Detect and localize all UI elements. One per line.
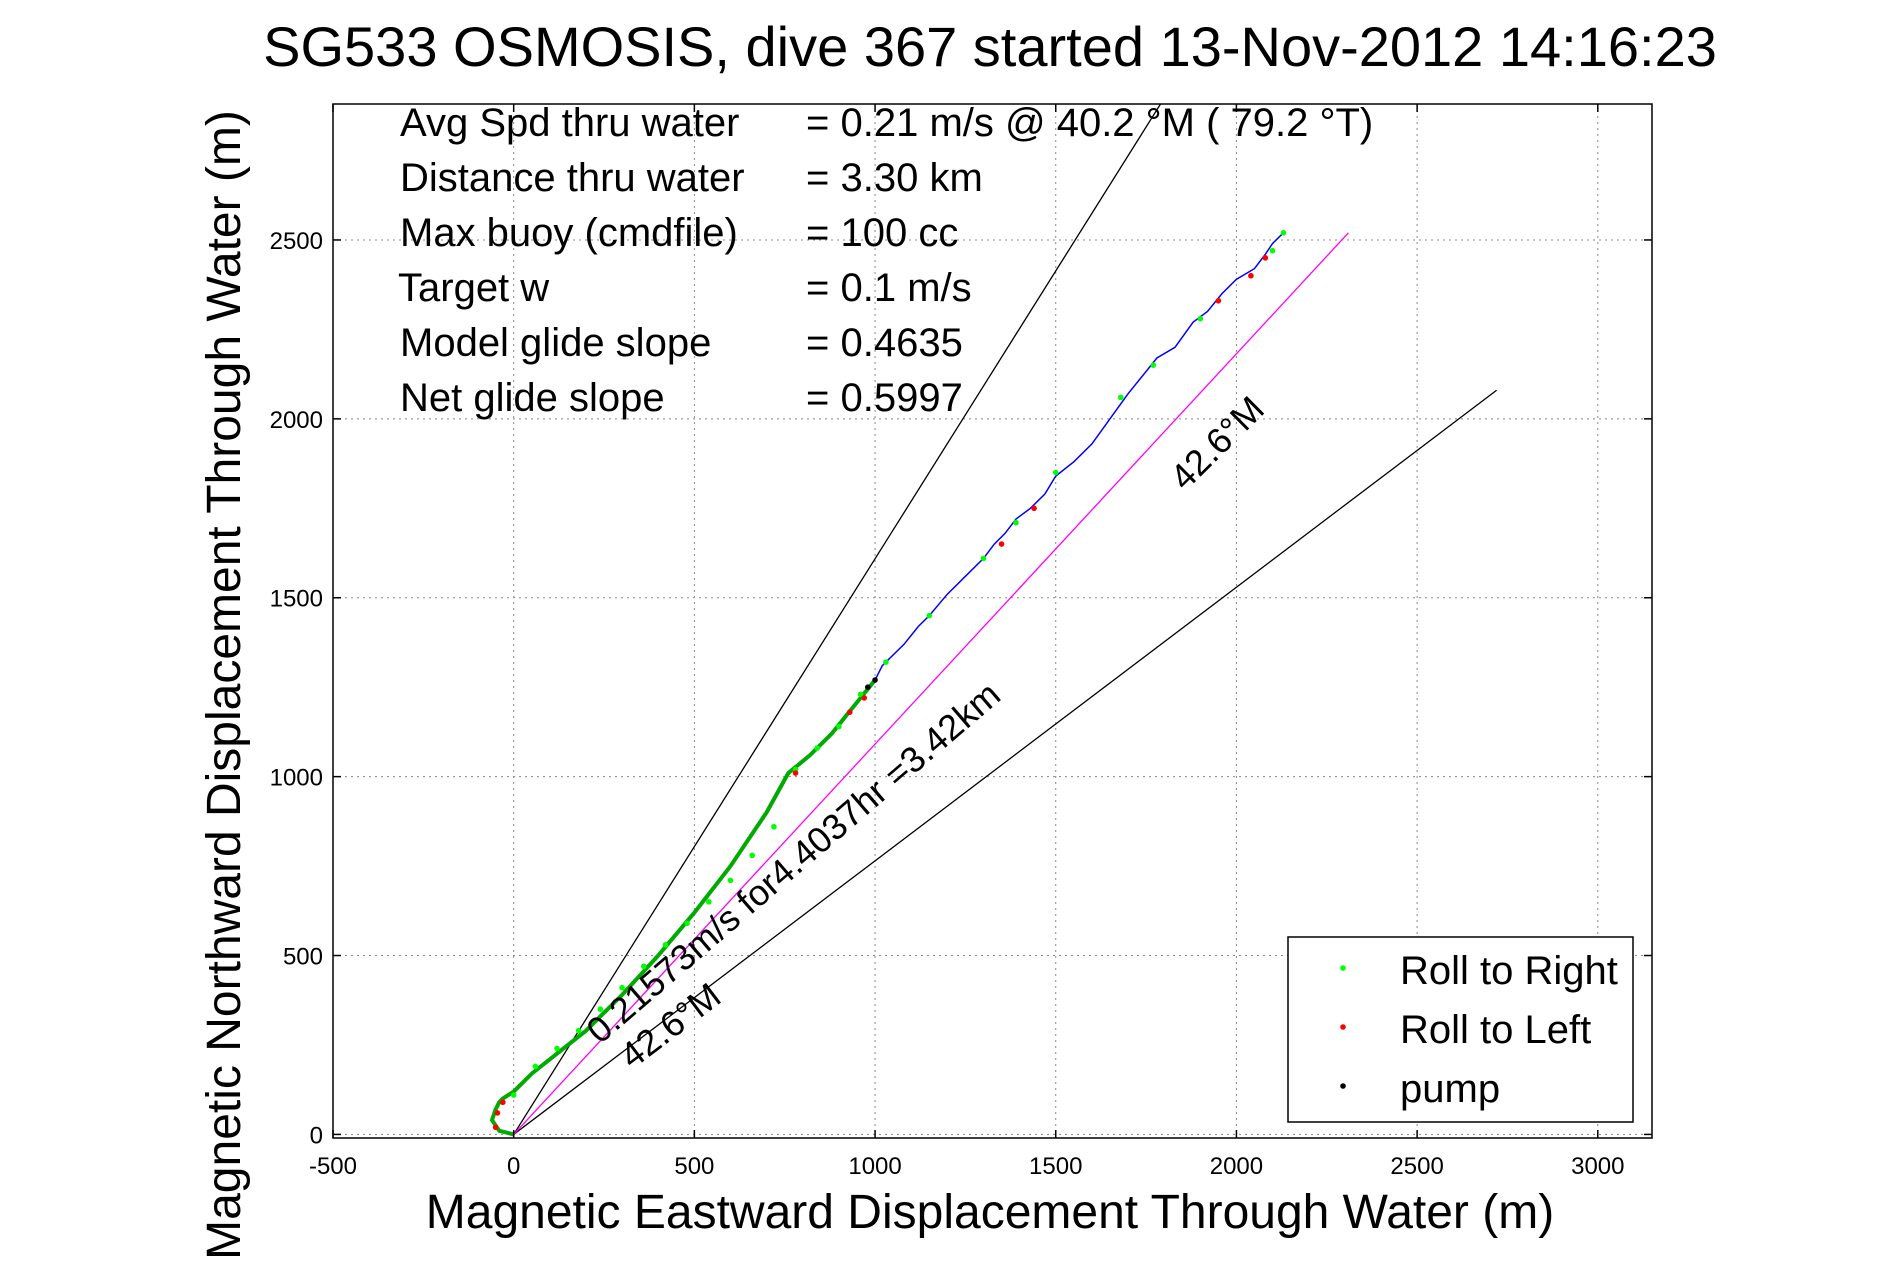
point-roll-to-left <box>846 709 853 716</box>
annotation-value: = 0.5997 <box>806 376 963 420</box>
point-roll-to-right <box>597 1006 604 1012</box>
point-roll-to-right <box>662 941 669 948</box>
point-roll-to-left <box>1248 272 1254 279</box>
point-roll-to-left <box>500 1099 506 1106</box>
point-roll-to-right <box>575 1027 582 1034</box>
point-roll-to-right <box>1150 362 1157 368</box>
y-tick-label: 2500 <box>270 228 323 255</box>
x-axis-label: Magnetic Eastward Displacement Through W… <box>426 1186 1554 1239</box>
point-roll-to-right <box>980 555 987 562</box>
point-pump <box>872 677 878 683</box>
point-roll-to-right <box>926 612 933 619</box>
point-roll-to-right <box>619 984 625 991</box>
point-roll-to-right <box>1269 247 1276 254</box>
point-roll-to-right <box>1280 230 1287 236</box>
heading-line-line <box>513 232 1349 1135</box>
point-roll-to-left <box>1031 505 1037 512</box>
course-annotation: 0.21573m/s for4.4037hr =3.42km <box>578 673 1007 1051</box>
legend-marker <box>1340 1024 1346 1030</box>
legend-label: Roll to Right <box>1400 949 1618 993</box>
annotation-value: = 3.30 km <box>806 156 983 200</box>
y-tick-label: 1000 <box>270 765 323 792</box>
markers <box>492 230 1287 1131</box>
y-axis-label: Magnetic Northward Displacement Through … <box>198 110 251 1260</box>
annotation-value: = 0.1 m/s <box>806 266 972 310</box>
ticks: -500 0 500 1000 1500 2000 2500 3000 0 500 1000 1500… <box>270 104 1652 1180</box>
annotation-label: Model glide slope <box>400 321 711 365</box>
point-roll-to-left <box>998 541 1005 547</box>
lower-bound-line <box>513 389 1498 1135</box>
legend-marker <box>1340 1083 1346 1089</box>
annotation-value: = 100 cc <box>806 211 958 255</box>
x-tick-label: -500 <box>309 1153 357 1180</box>
point-roll-to-right <box>554 1045 560 1052</box>
annotation-label: Distance thru water <box>400 156 745 200</box>
point-roll-to-right <box>1197 315 1204 322</box>
upper-bound-line <box>513 103 1162 1135</box>
y-tick-label: 1500 <box>270 586 323 613</box>
point-roll-to-right <box>771 823 777 830</box>
x-tick-label: 3000 <box>1571 1153 1624 1180</box>
point-roll-to-right <box>640 963 647 970</box>
legend-label: Roll to Left <box>1400 1008 1591 1052</box>
y-tick-label: 500 <box>283 944 323 971</box>
point-roll-to-left <box>492 1124 499 1131</box>
point-roll-to-right <box>727 877 734 884</box>
point-roll-to-right <box>1013 519 1019 526</box>
legend-label: pump <box>1400 1067 1500 1111</box>
point-roll-to-left <box>861 695 868 701</box>
annotation-label: Target w <box>398 266 549 310</box>
point-roll-to-right <box>857 691 864 698</box>
point-roll-to-left <box>1215 297 1222 304</box>
x-tick-label: 2500 <box>1390 1153 1443 1180</box>
y-tick-label: 0 <box>310 1122 323 1149</box>
x-tick-label: 2000 <box>1210 1153 1263 1180</box>
point-roll-to-right <box>836 723 842 730</box>
x-tick-label: 0 <box>507 1153 520 1180</box>
point-roll-to-left <box>494 1110 501 1116</box>
legend: Roll to Right Roll to Left pump <box>1287 936 1634 1123</box>
annotation-label: Avg Spd thru water <box>400 101 739 145</box>
x-tick-label: 1500 <box>1029 1153 1082 1180</box>
annotation-value: = 0.4635 <box>806 321 963 365</box>
point-roll-to-right <box>749 852 755 859</box>
point-roll-to-left <box>1262 255 1269 261</box>
point-roll-to-right <box>706 899 712 905</box>
point-roll-to-right <box>1117 394 1124 401</box>
x-tick-label: 1000 <box>848 1153 901 1180</box>
reference-lines <box>513 103 1498 1135</box>
legend-marker <box>1340 965 1346 971</box>
annotation-value: = 0.21 m/s @ 40.2 °M ( 79.2 °T) <box>806 101 1373 145</box>
point-pump <box>865 684 871 690</box>
point-roll-to-right <box>883 659 889 665</box>
annotation-label: Max buoy (cmdfile) <box>400 211 738 255</box>
point-roll-to-right <box>510 1092 517 1098</box>
point-roll-to-right <box>532 1063 539 1070</box>
axes-box <box>332 103 1653 1139</box>
point-roll-to-left <box>792 770 799 776</box>
x-tick-label: 500 <box>674 1153 714 1180</box>
point-roll-to-right <box>684 920 690 927</box>
point-roll-to-right <box>814 745 821 751</box>
center-heading-label: 42.6°M <box>1162 388 1272 498</box>
y-tick-label: 2000 <box>270 407 323 434</box>
annotation-block: Avg Spd thru water = 0.21 m/s @ 40.2 °M (… <box>398 101 1373 420</box>
point-roll-to-right <box>1052 469 1059 476</box>
annotation-label: Net glide slope <box>400 376 665 420</box>
chart-title: SG533 OSMOSIS, dive 367 started 13-Nov-2… <box>263 15 1717 78</box>
